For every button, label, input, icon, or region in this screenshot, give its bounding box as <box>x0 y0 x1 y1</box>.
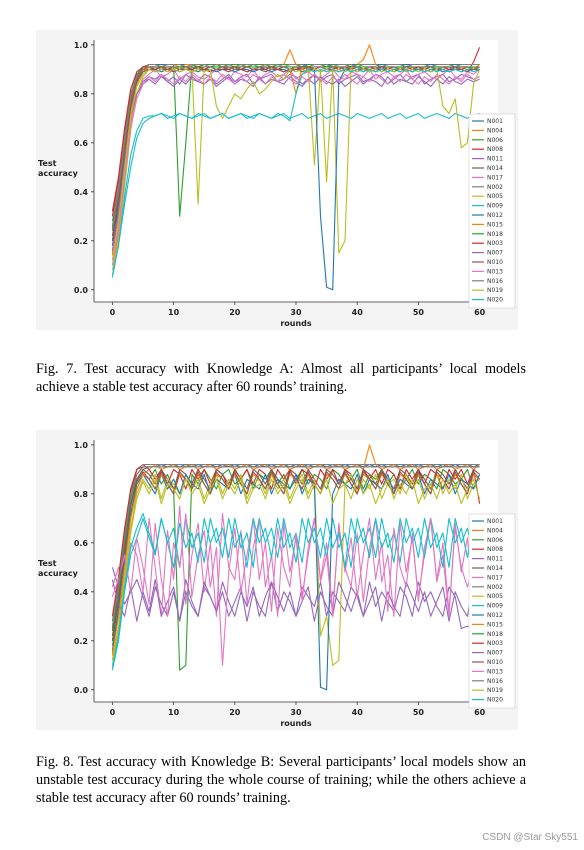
series-line-n007 <box>111 76 480 251</box>
figure-8-plot: 0.0 0.2 0.4 0.6 0.8 1.0 0 10 20 30 40 50 60 Test accur… <box>38 440 516 728</box>
legend-label: N019 <box>487 287 503 294</box>
series-line-n002 <box>111 463 480 622</box>
legend-label: N008 <box>487 146 503 153</box>
y-tick-label: 0.2 <box>74 637 88 646</box>
y-tick-label: 1.0 <box>74 41 89 50</box>
figure-7-plot: 0.0 0.2 0.4 0.6 0.8 1.0 0 10 20 30 40 50 60 Test accur… <box>38 40 516 328</box>
series-line-n020 <box>111 512 481 668</box>
legend <box>468 513 516 709</box>
y-tick-label: 0.2 <box>74 237 88 246</box>
figure-8-chart: 0.0 0.2 0.4 0.6 0.8 1.0 0 10 20 30 40 50 60 Test accur… <box>36 430 518 730</box>
legend-label: N009 <box>487 603 503 610</box>
x-tick-label: 20 <box>229 708 241 717</box>
y-tick-label: 0.0 <box>74 686 89 695</box>
y-tick-label: 0.4 <box>74 588 89 597</box>
series-line-n016 <box>111 466 480 627</box>
legend-label: N002 <box>487 584 503 591</box>
legend-label: N003 <box>487 640 503 647</box>
y-axis-label: Test accuracy <box>38 559 79 578</box>
legend-label: N011 <box>487 156 503 163</box>
legend <box>468 113 516 309</box>
legend-label: N008 <box>487 546 503 553</box>
legend-label: N001 <box>487 518 503 525</box>
x-tick-label: 50 <box>413 308 425 317</box>
legend-label: N005 <box>487 593 503 600</box>
x-tick-label: 30 <box>290 708 302 717</box>
legend-label: N012 <box>487 212 503 219</box>
legend-label: N014 <box>487 565 503 572</box>
legend-label: N015 <box>487 621 503 628</box>
series-line-n019 <box>111 68 481 261</box>
series-line-n019 <box>111 478 481 666</box>
figure-7-caption: Fig. 7. Test accuracy with Knowledge A: … <box>36 361 526 395</box>
x-tick-label: 10 <box>168 308 180 317</box>
x-tick-label: 10 <box>168 708 180 717</box>
y-tick-label: 0.6 <box>74 139 89 148</box>
legend-label: N004 <box>487 127 503 134</box>
watermark: CSDN @Star Sky551 <box>482 832 578 843</box>
x-tick-label: 0 <box>110 708 116 717</box>
x-tick-label: 20 <box>229 308 241 317</box>
legend-label: N009 <box>487 203 503 210</box>
legend-label: N007 <box>487 650 503 657</box>
legend-label: N020 <box>487 697 503 704</box>
legend-label: N016 <box>487 678 503 685</box>
y-tick-label: 0.8 <box>74 490 89 499</box>
series-line-n002 <box>111 63 480 222</box>
legend-label: N013 <box>487 268 503 275</box>
legend-label: N007 <box>487 250 503 257</box>
y-axis-label: Test accuracy <box>38 159 79 178</box>
y-tick-label: 0.8 <box>74 90 89 99</box>
series-line-n020 <box>111 68 480 276</box>
legend-label: N005 <box>487 193 503 200</box>
legend-label: N018 <box>487 231 503 238</box>
x-tick-label: 40 <box>352 308 364 317</box>
x-axis-label: rounds <box>280 319 312 328</box>
series-line-n010 <box>111 471 481 641</box>
y-tick-label: 0.4 <box>74 188 89 197</box>
x-tick-label: 50 <box>413 708 425 717</box>
legend-label: N011 <box>487 556 503 563</box>
legend-label: N014 <box>487 165 503 172</box>
legend-label: N002 <box>487 184 503 191</box>
series-line-n007 <box>111 579 481 622</box>
legend-label: N012 <box>487 612 503 619</box>
legend-label: N016 <box>487 278 503 285</box>
x-tick-label: 30 <box>290 308 302 317</box>
y-tick-label: 1.0 <box>74 441 89 450</box>
legend-label: N004 <box>487 527 503 534</box>
legend-label: N017 <box>487 574 503 581</box>
legend-label: N015 <box>487 221 503 228</box>
legend-label: N013 <box>487 668 503 675</box>
series-line-n013 <box>111 512 481 666</box>
legend-label: N006 <box>487 137 503 144</box>
x-tick-label: 40 <box>352 708 364 717</box>
legend-label: N017 <box>487 174 503 181</box>
legend-label: N010 <box>487 659 503 666</box>
y-tick-label: 0.6 <box>74 539 89 548</box>
y-tick-label: 0.0 <box>74 286 89 295</box>
x-tick-label: 60 <box>474 708 486 717</box>
series-line-n013 <box>111 73 480 266</box>
figure-8-caption: Fig. 8. Test accuracy with Knowledge B: … <box>36 754 526 806</box>
legend-label: N001 <box>487 118 503 125</box>
legend-label: N019 <box>487 687 503 694</box>
legend-label: N006 <box>487 537 503 544</box>
x-tick-label: 60 <box>474 308 486 317</box>
figure-7-chart: 0.0 0.2 0.4 0.6 0.8 1.0 0 10 20 30 40 50 60 Test accur… <box>36 30 518 330</box>
legend-label: N020 <box>487 297 503 304</box>
x-tick-label: 0 <box>110 308 116 317</box>
legend-label: N018 <box>487 631 503 638</box>
series-line-n009 <box>111 112 480 278</box>
x-axis-label: rounds <box>280 719 312 728</box>
legend-label: N003 <box>487 240 503 247</box>
legend-label: N010 <box>487 259 503 266</box>
series-line-n005 <box>111 473 480 666</box>
